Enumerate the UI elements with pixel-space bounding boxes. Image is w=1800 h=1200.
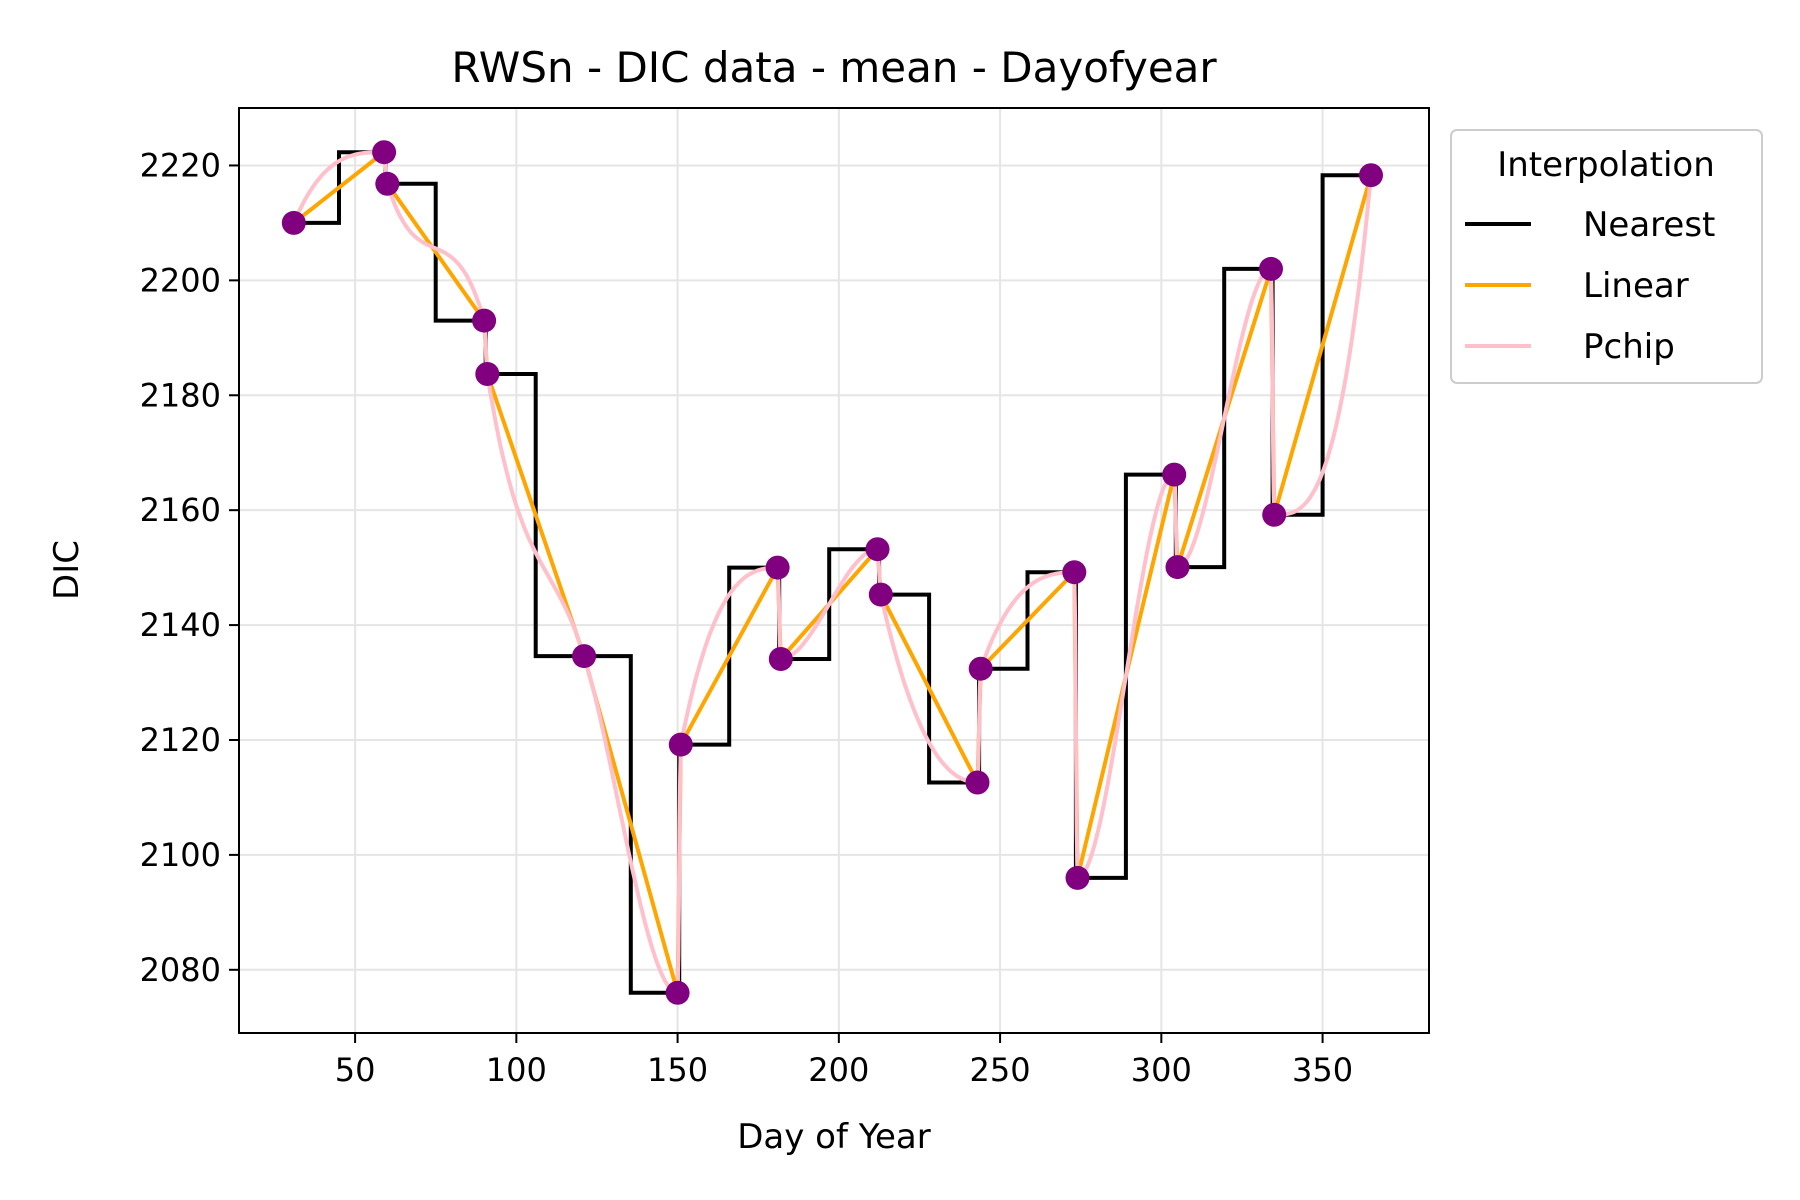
data-point xyxy=(1062,560,1087,585)
y-tick-label: 2120 xyxy=(140,721,221,759)
y-axis-title: DIC xyxy=(47,540,87,600)
x-tick-label: 300 xyxy=(1131,1051,1192,1089)
data-point xyxy=(572,644,597,669)
y-tick-label: 2080 xyxy=(140,951,221,989)
x-tick-label: 250 xyxy=(970,1051,1031,1089)
y-tick-label: 2180 xyxy=(140,376,221,414)
data-point xyxy=(968,656,993,681)
x-axis: 50 100 150 200 250 300 350 xyxy=(335,1033,1353,1089)
data-point xyxy=(665,980,690,1005)
x-tick-label: 200 xyxy=(808,1051,869,1089)
data-point xyxy=(372,140,397,165)
x-tick-label: 150 xyxy=(647,1051,708,1089)
legend-label-nearest: Nearest xyxy=(1583,205,1715,245)
x-tick-label: 100 xyxy=(486,1051,547,1089)
data-point xyxy=(375,171,400,196)
data-point xyxy=(668,732,693,757)
legend: Interpolation Nearest Linear Pchip xyxy=(1450,129,1763,384)
data-point xyxy=(475,362,500,386)
legend-box xyxy=(1450,129,1763,384)
x-axis-title: Day of Year xyxy=(737,1117,931,1157)
y-tick-label: 2160 xyxy=(140,491,221,529)
y-tick-label: 2140 xyxy=(140,606,221,644)
legend-label-linear: Linear xyxy=(1583,266,1689,306)
series-pchip xyxy=(291,150,1373,996)
x-tick-label: 350 xyxy=(1292,1051,1353,1089)
data-point xyxy=(1262,502,1287,527)
data-point xyxy=(472,308,497,333)
y-tick-label: 2220 xyxy=(140,146,221,184)
data-point xyxy=(1162,462,1187,487)
plot-area-frame xyxy=(238,107,1430,1034)
legend-title: Interpolation xyxy=(1497,145,1715,185)
data-point xyxy=(1359,163,1383,188)
y-tick-label: 2100 xyxy=(140,836,221,874)
data-point xyxy=(1165,555,1190,580)
x-tick-label: 50 xyxy=(335,1051,376,1089)
data-point xyxy=(865,537,890,562)
data-point xyxy=(1259,256,1283,281)
data-point xyxy=(281,210,306,235)
chart-title: RWSn - DIC data - mean - Dayofyear xyxy=(451,43,1217,92)
data-point xyxy=(1065,865,1090,890)
data-point xyxy=(768,647,793,671)
y-axis: 2080 2100 2120 2140 2160 2180 2200 2220 xyxy=(140,146,239,989)
data-point xyxy=(868,582,893,607)
data-points xyxy=(281,140,1383,1005)
legend-label-pchip: Pchip xyxy=(1583,327,1675,367)
pchip-line xyxy=(291,150,1373,996)
data-point xyxy=(765,555,790,580)
y-tick-label: 2200 xyxy=(140,261,221,299)
grid xyxy=(239,108,1429,1033)
data-point xyxy=(965,770,990,795)
